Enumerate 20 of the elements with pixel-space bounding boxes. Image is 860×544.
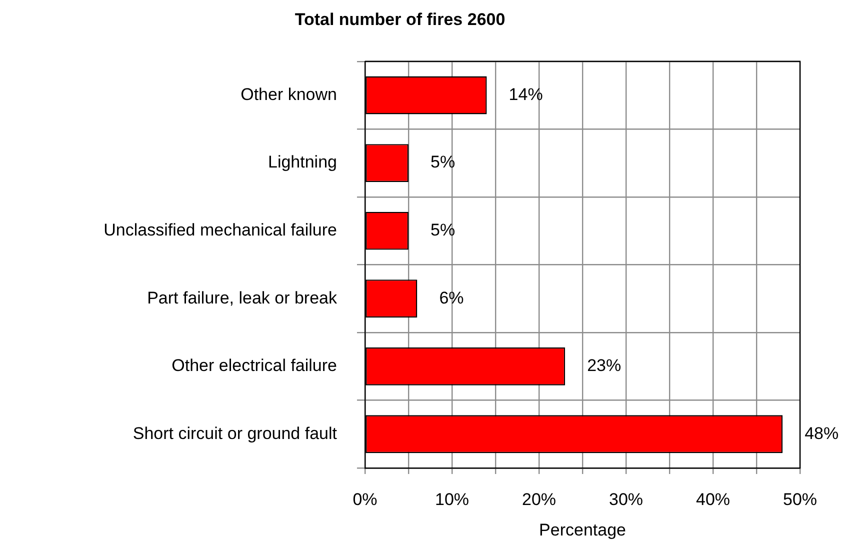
- y-tick-label: Lightning: [268, 152, 337, 172]
- x-tick-label: 20%: [522, 490, 556, 509]
- x-axis-title: Percentage: [539, 520, 626, 540]
- data-label: 23%: [587, 356, 622, 376]
- y-tick-label: Other known: [240, 84, 337, 104]
- data-label: 6%: [439, 288, 464, 308]
- y-tick-label: Other electrical failure: [172, 356, 337, 376]
- data-label: 48%: [804, 424, 839, 443]
- x-tick-label: 40%: [696, 490, 730, 509]
- x-tick-label: 50%: [782, 490, 818, 509]
- y-tick-label: Short circuit or ground fault: [132, 424, 338, 443]
- data-label: 5%: [430, 220, 456, 240]
- y-tick-label: Part failure, leak or break: [147, 288, 338, 308]
- data-label: 14%: [508, 84, 543, 104]
- x-tick-label: 0%: [352, 490, 378, 509]
- chart-title: Total number of fires 2600: [294, 10, 506, 29]
- x-tick-label: 30%: [608, 490, 644, 509]
- y-tick-label: Unclassified mechanical failure: [104, 220, 337, 240]
- data-label: 5%: [430, 152, 456, 172]
- x-tick-label: 10%: [434, 490, 470, 509]
